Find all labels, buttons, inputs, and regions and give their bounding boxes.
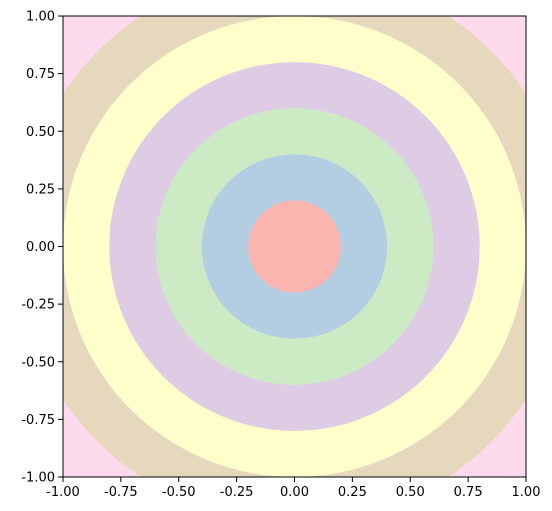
y-tick-label: -1.00 — [21, 471, 55, 486]
x-tick-label: 1.00 — [512, 485, 541, 500]
y-tick-label: 1.00 — [26, 10, 55, 25]
x-tick-label: 0.00 — [280, 485, 309, 500]
x-tick-label: -1.00 — [46, 485, 80, 500]
plot-area — [63, 16, 526, 477]
x-tick-label: 0.25 — [338, 485, 367, 500]
y-tick-label: 0.50 — [26, 125, 55, 140]
y-tick-label: -0.50 — [21, 355, 55, 370]
y-tick-label: 0.00 — [26, 240, 55, 255]
x-tick-label: -0.50 — [162, 485, 196, 500]
y-tick-label: -0.75 — [21, 413, 55, 428]
x-tick-label: 0.50 — [396, 485, 425, 500]
band-5 — [248, 200, 341, 293]
x-tick-label: -0.75 — [104, 485, 138, 500]
x-axis: -1.00 -0.75 -0.50 -0.25 0.00 0.25 0.50 0.75 1.00 — [46, 477, 540, 500]
y-axis: 1.00 0.75 0.50 0.25 0.00 -0.25 -0.50 -0.75 -1.00 — [21, 10, 63, 486]
bands-layer — [63, 16, 526, 477]
x-tick-label: -0.25 — [220, 485, 254, 500]
y-tick-label: -0.25 — [21, 298, 55, 313]
y-tick-label: 0.25 — [26, 182, 55, 197]
x-tick-label: 0.75 — [454, 485, 483, 500]
y-tick-label: 0.75 — [26, 67, 55, 82]
